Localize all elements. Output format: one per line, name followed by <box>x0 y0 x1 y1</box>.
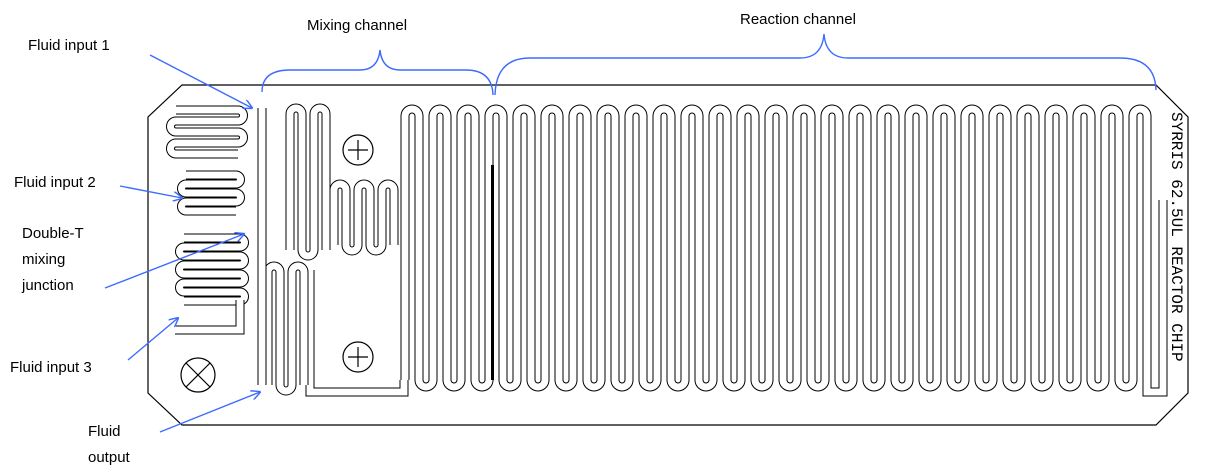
label: Mixing channel <box>307 17 407 34</box>
label: Reaction channel <box>740 11 856 28</box>
label-line: Double-T <box>22 225 84 242</box>
arrow <box>120 186 182 198</box>
label-line: mixing <box>22 251 65 268</box>
braces <box>262 34 1156 95</box>
channel <box>310 270 404 392</box>
label-line: junction <box>21 277 74 294</box>
reaction-brace <box>495 34 1156 95</box>
channel <box>268 266 304 391</box>
arrow <box>160 392 260 432</box>
page: Fluid input 1 Fluid input 2 Double-T mix… <box>0 0 1216 468</box>
channel <box>290 108 326 256</box>
alignment-cross <box>348 140 368 160</box>
mixing-brace <box>262 50 493 95</box>
channels <box>171 108 1164 392</box>
channel <box>334 184 394 251</box>
channel <box>405 109 1147 387</box>
label-line: output <box>88 449 131 466</box>
arrow <box>128 318 178 360</box>
channel <box>290 108 326 256</box>
channel-divider <box>491 165 494 380</box>
label: Fluid input 3 <box>10 359 92 376</box>
channel <box>310 270 404 392</box>
diagram: Fluid input 1 Fluid input 2 Double-T mix… <box>0 0 1216 468</box>
x-cross <box>186 363 210 387</box>
label: Fluid input 2 <box>14 174 96 191</box>
channel <box>268 266 304 391</box>
alignment-cross <box>348 347 368 367</box>
label-line: Fluid <box>88 423 121 440</box>
label: Fluid input 1 <box>28 37 110 54</box>
chip-marking: SYRRIS 62.5UL REACTOR CHIP <box>1167 112 1185 362</box>
